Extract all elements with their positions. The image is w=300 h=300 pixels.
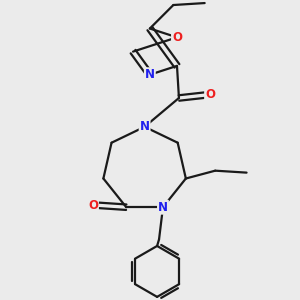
- Text: O: O: [172, 31, 182, 44]
- Text: N: N: [140, 120, 150, 133]
- Text: N: N: [158, 201, 168, 214]
- Text: O: O: [205, 88, 215, 101]
- Text: N: N: [145, 68, 155, 81]
- Text: O: O: [88, 199, 98, 212]
